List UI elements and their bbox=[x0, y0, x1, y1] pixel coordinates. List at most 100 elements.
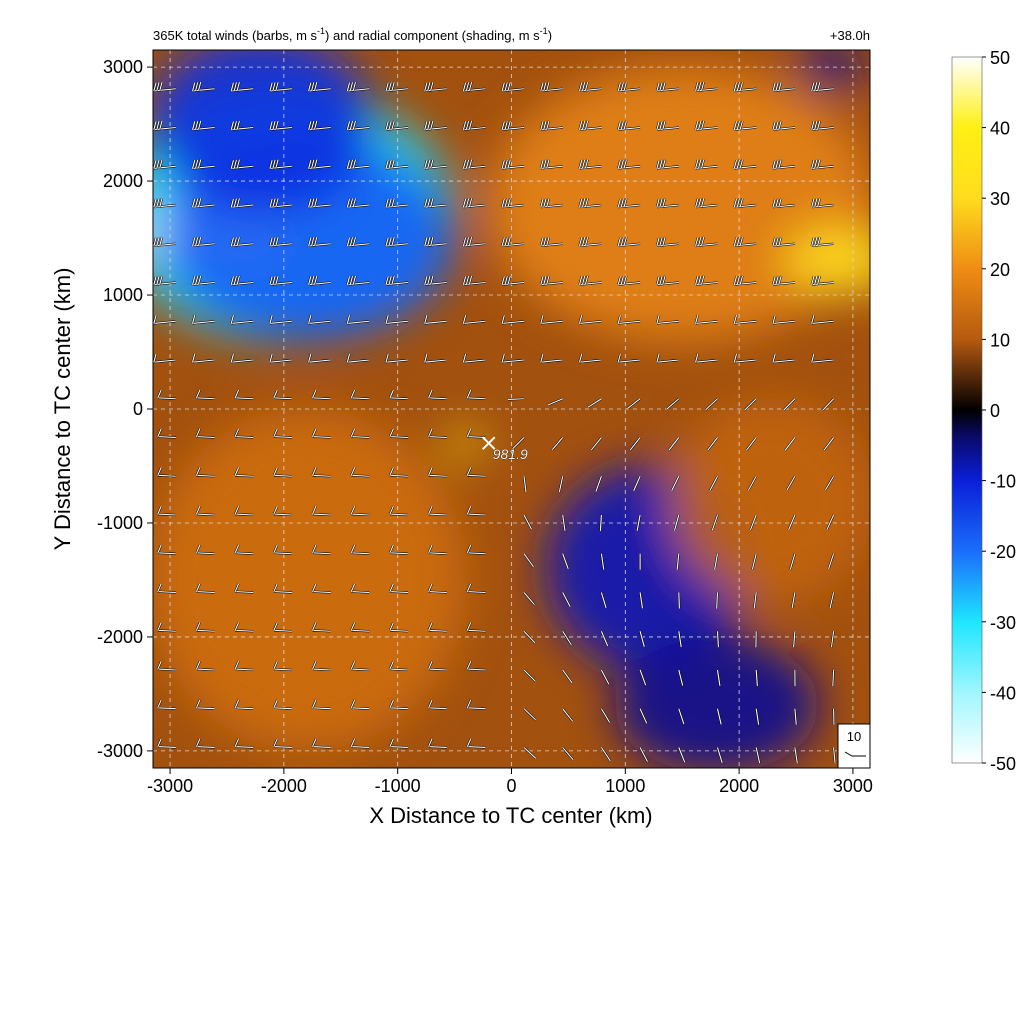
wind-barb bbox=[388, 544, 408, 555]
wind-barb bbox=[511, 436, 525, 450]
wind-barb bbox=[561, 553, 570, 570]
wind-barb bbox=[311, 699, 331, 710]
x-tick-label: 0 bbox=[506, 776, 516, 796]
wind-barb bbox=[423, 353, 447, 364]
wind-barb bbox=[153, 198, 176, 209]
wind-barb bbox=[755, 747, 761, 764]
wind-barb bbox=[771, 353, 795, 364]
wind-barb bbox=[599, 514, 603, 532]
wind-barb bbox=[523, 707, 537, 721]
colorbar-tick-label: -10 bbox=[990, 472, 1016, 492]
y-tick-label: 0 bbox=[133, 399, 143, 419]
wind-barb bbox=[655, 198, 679, 209]
wind-barb bbox=[195, 738, 215, 749]
wind-barb bbox=[156, 428, 176, 439]
wind-barb bbox=[677, 631, 683, 648]
wind-barb bbox=[539, 236, 563, 248]
wind-barb bbox=[462, 198, 486, 209]
wind-barb bbox=[307, 236, 331, 248]
wind-barb bbox=[427, 583, 447, 594]
wind-barb bbox=[346, 120, 370, 131]
wind-barb bbox=[388, 660, 408, 672]
wind-barb bbox=[617, 198, 641, 209]
colorbar-tick-label: 10 bbox=[990, 330, 1010, 350]
wind-barb bbox=[594, 475, 603, 492]
wind-barb bbox=[466, 389, 486, 400]
tc-center-layer: 981.9 bbox=[482, 436, 528, 462]
wind-barb bbox=[307, 198, 331, 209]
wind-barb bbox=[828, 592, 835, 609]
wind-barb bbox=[694, 236, 718, 248]
wind-barb bbox=[578, 198, 602, 209]
reference-barb-box: 10 bbox=[837, 723, 871, 769]
wind-barb bbox=[156, 505, 176, 517]
wind-barb bbox=[733, 236, 757, 248]
wind-barb bbox=[771, 198, 795, 209]
wind-barb bbox=[522, 476, 528, 493]
wind-barb bbox=[153, 81, 176, 93]
wind-barb bbox=[733, 275, 757, 286]
wind-barb bbox=[810, 198, 834, 209]
wind-barb bbox=[346, 159, 370, 170]
colorbar-tick-label: -50 bbox=[990, 754, 1016, 774]
wind-barb bbox=[234, 428, 254, 439]
wind-barb bbox=[716, 631, 720, 648]
wind-barb bbox=[156, 622, 176, 633]
wind-barb bbox=[793, 747, 799, 764]
wind-barb bbox=[153, 275, 176, 286]
x-axis-ticks: -3000 -2000 -1000 0 1000 2000 3000 bbox=[147, 768, 873, 796]
wind-barb bbox=[230, 81, 254, 93]
wind-barb bbox=[230, 353, 254, 364]
wind-barb bbox=[617, 353, 641, 364]
x-tick-label: 3000 bbox=[833, 776, 873, 796]
wind-barb bbox=[156, 389, 176, 400]
wind-barb bbox=[626, 397, 641, 410]
wind-barb bbox=[744, 397, 757, 411]
wind-barb bbox=[745, 436, 758, 451]
colorbar-tick-label: -40 bbox=[990, 683, 1016, 703]
wind-barb bbox=[350, 583, 370, 594]
x-axis-label: X Distance to TC center (km) bbox=[369, 803, 652, 828]
wind-barb bbox=[272, 505, 292, 517]
wind-barb bbox=[191, 159, 215, 170]
wind-barb bbox=[561, 708, 574, 722]
colorbar-tick-label: -20 bbox=[990, 542, 1016, 562]
wind-barb bbox=[617, 81, 641, 93]
y-tick-label: -3000 bbox=[97, 741, 143, 761]
colorbar bbox=[951, 56, 983, 764]
wind-barb bbox=[711, 514, 719, 531]
wind-barb bbox=[153, 314, 176, 325]
wind-barb bbox=[268, 353, 292, 364]
wind-barb bbox=[639, 746, 649, 763]
wind-barb bbox=[617, 159, 641, 170]
wind-barb bbox=[311, 738, 331, 749]
wind-barb bbox=[350, 660, 370, 672]
wind-barb bbox=[600, 746, 612, 762]
wind-barb bbox=[462, 159, 486, 170]
wind-barb bbox=[587, 397, 602, 409]
forecast-time-label: +38.0h bbox=[830, 28, 870, 43]
wind-barb bbox=[427, 389, 447, 400]
wind-barb bbox=[234, 622, 254, 633]
wind-barb bbox=[639, 592, 644, 609]
wind-barb bbox=[427, 467, 447, 478]
wind-barb bbox=[578, 159, 602, 170]
wind-barb bbox=[821, 397, 835, 412]
colorbar-tick-label: 40 bbox=[990, 119, 1010, 139]
shading-region bbox=[488, 67, 870, 341]
wind-barb bbox=[230, 275, 254, 286]
wind-barb bbox=[539, 275, 563, 286]
wind-barb bbox=[384, 353, 409, 364]
wind-barb bbox=[558, 476, 564, 493]
wind-barb bbox=[384, 314, 409, 325]
wind-barb bbox=[694, 159, 718, 170]
wind-barb bbox=[272, 389, 292, 400]
wind-barb bbox=[523, 669, 537, 683]
wind-barb bbox=[462, 236, 486, 248]
wind-barb bbox=[195, 467, 215, 478]
wind-barb bbox=[677, 708, 685, 725]
x-tick-label: -2000 bbox=[261, 776, 307, 796]
wind-barb bbox=[234, 699, 254, 710]
wind-barb bbox=[230, 159, 254, 170]
wind-barb bbox=[195, 428, 215, 439]
